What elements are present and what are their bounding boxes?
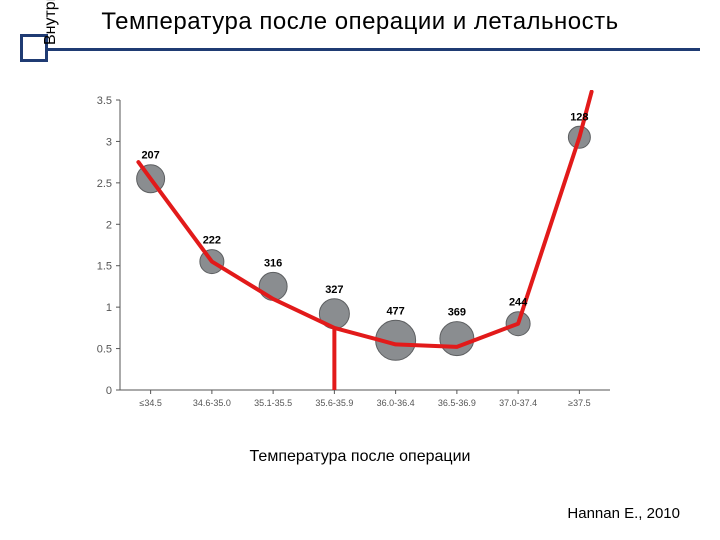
x-tick-label: 36.0-36.4 <box>377 398 415 408</box>
y-tick-label: 1 <box>106 302 112 314</box>
citation: Hannan E., 2010 <box>567 505 680 522</box>
data-point-label: 327 <box>325 284 343 296</box>
x-tick-label: ≤34.5 <box>139 398 161 408</box>
y-tick-label: 0.5 <box>97 344 112 356</box>
y-tick-label: 3.5 <box>97 95 112 107</box>
slide: Температура после операции и летальность… <box>0 0 720 540</box>
title-divider <box>20 48 700 51</box>
y-tick-label: 1.5 <box>97 261 112 273</box>
data-point-label: 316 <box>264 257 282 269</box>
data-point-label: 244 <box>509 297 528 309</box>
x-tick-label: 36.5-36.9 <box>438 398 476 408</box>
data-point <box>440 322 474 356</box>
y-tick-label: 0 <box>106 385 112 397</box>
title-bar: Температура после операции и летальность <box>0 8 720 36</box>
y-tick-label: 2 <box>106 219 112 231</box>
y-axis-label: Внутригоспитальная летальность <box>42 0 60 90</box>
x-axis-label: Температура после операции <box>0 448 720 466</box>
data-point-label: 207 <box>141 150 159 162</box>
data-point-label: 477 <box>386 305 404 317</box>
chart: 0 0.5 1 1.5 2 2.5 3 3.5 ≤34.5 34.6-35.0 35.1-35.5 3… <box>70 90 630 430</box>
data-point-label: 369 <box>448 307 466 319</box>
chart-svg: 0 0.5 1 1.5 2 2.5 3 3.5 ≤34.5 34.6-35.0 35.1-35.5 3… <box>70 90 630 430</box>
x-tick-label: 34.6-35.0 <box>193 398 231 408</box>
data-point <box>259 272 287 300</box>
slide-title: Температура после операции и летальность <box>101 8 618 35</box>
y-tick-label: 2.5 <box>97 178 112 190</box>
x-tick-label: ≥37.5 <box>568 398 590 408</box>
x-tick-label: 35.6-35.9 <box>315 398 353 408</box>
y-tick-label: 3 <box>106 136 112 148</box>
x-tick-label: 37.0-37.4 <box>499 398 537 408</box>
x-tick-label: 35.1-35.5 <box>254 398 292 408</box>
data-point-label: 128 <box>570 111 588 123</box>
data-point-label: 222 <box>203 235 221 247</box>
